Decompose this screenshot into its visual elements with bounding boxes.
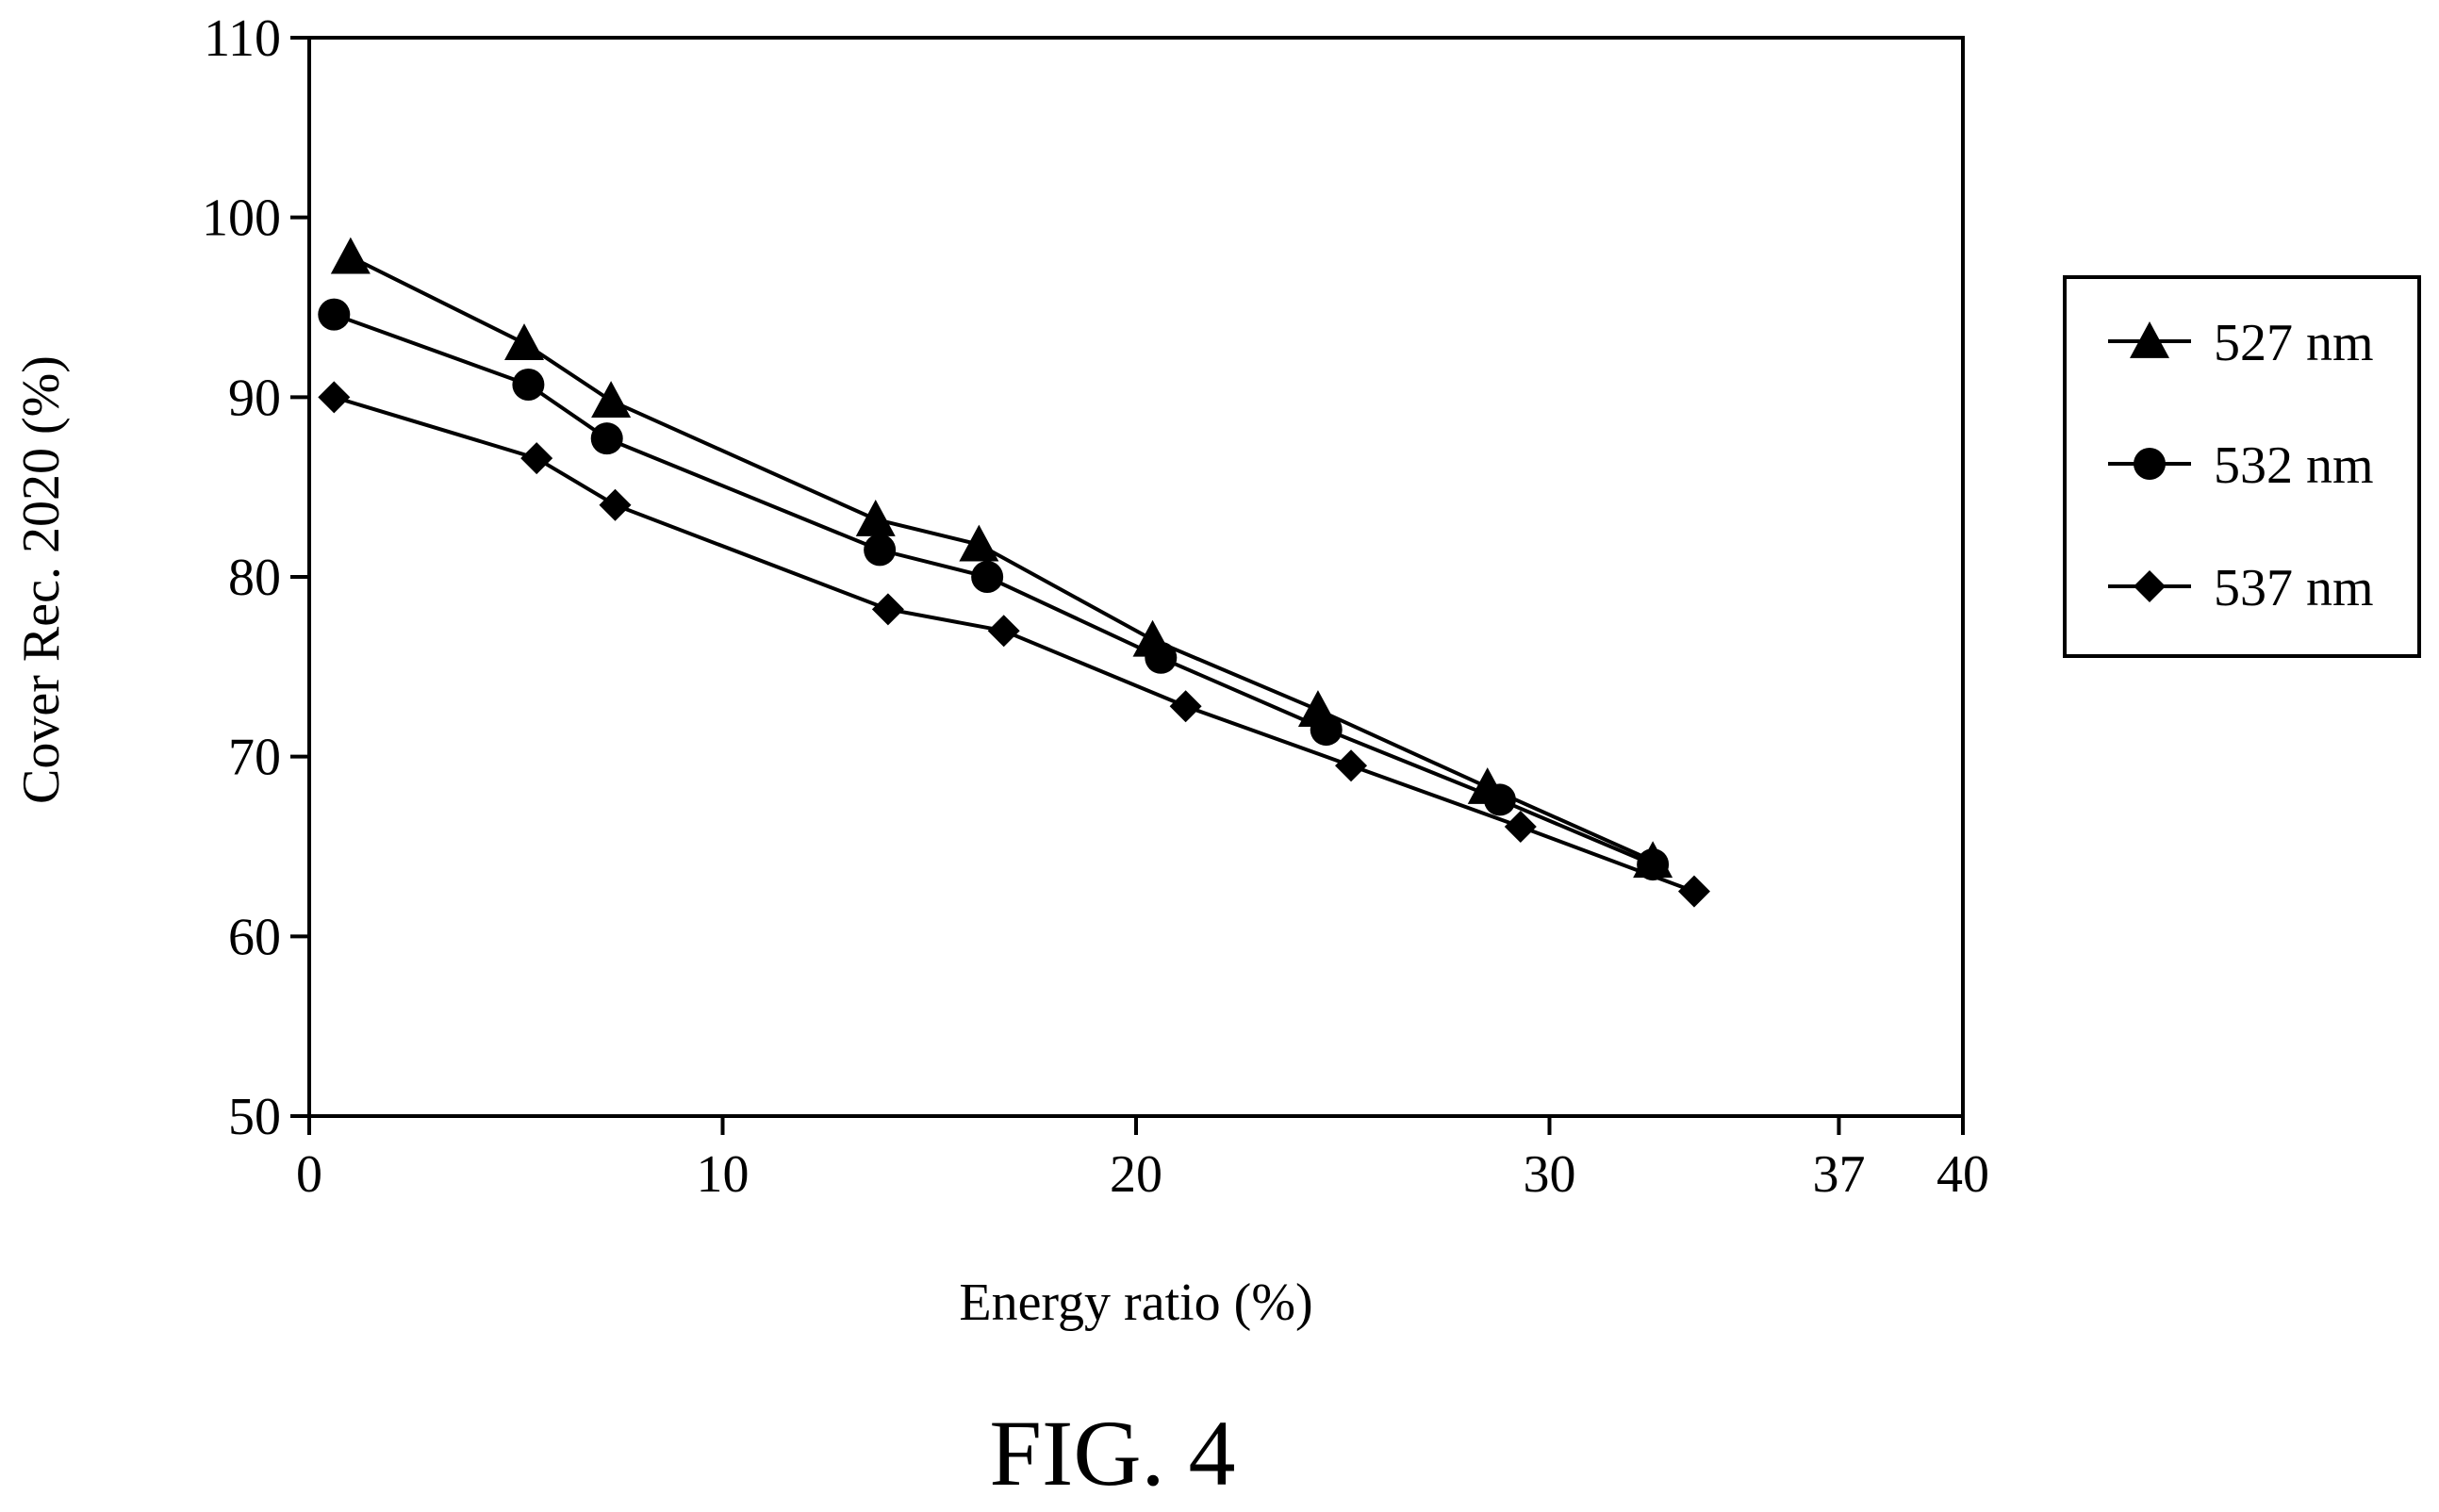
y-tick-label: 110 <box>204 9 281 68</box>
diamond-marker <box>1677 875 1710 908</box>
triangle-marker <box>959 524 999 562</box>
series-line <box>349 255 1654 863</box>
y-tick-label: 90 <box>228 369 281 427</box>
y-tick-label: 60 <box>228 908 281 966</box>
series-circle <box>318 298 1670 881</box>
diamond-marker <box>599 488 632 521</box>
legend-label: 527 nm <box>2214 314 2374 372</box>
series-triangle <box>330 237 1673 879</box>
diamond-marker <box>1169 690 1202 723</box>
legend-item: 532 nm <box>2108 436 2374 495</box>
triangle-marker <box>855 499 896 536</box>
plot-frame <box>307 36 1965 1118</box>
circle-marker <box>1310 714 1343 747</box>
legend-label: 532 nm <box>2214 436 2374 495</box>
circle-marker <box>971 561 1004 593</box>
x-tick-label: 20 <box>1110 1145 1162 1204</box>
legend-item: 537 nm <box>2108 559 2374 617</box>
y-tick-label: 100 <box>202 189 281 248</box>
series-layer <box>318 237 1710 908</box>
y-axis: 50 60 70 80 90 100 110 <box>202 9 309 1146</box>
diamond-marker <box>871 593 904 626</box>
triangle-marker <box>591 381 632 418</box>
y-tick-label: 80 <box>228 549 281 607</box>
circle-marker <box>864 534 897 567</box>
x-tick-label: 37 <box>1812 1145 1865 1204</box>
circle-marker <box>590 422 623 455</box>
x-axis: 0 10 20 30 37 40 <box>296 1116 1989 1204</box>
legend-item: 527 nm <box>2108 314 2374 372</box>
plot-area <box>307 36 1965 1118</box>
legend-label: 537 nm <box>2214 559 2374 617</box>
triangle-marker <box>330 237 371 274</box>
diamond-marker <box>987 615 1020 648</box>
circle-marker <box>1145 641 1178 674</box>
legend-circle-marker <box>2134 448 2166 480</box>
diamond-marker <box>1504 811 1537 844</box>
x-tick-label: 0 <box>296 1145 322 1204</box>
x-tick-label: 30 <box>1524 1145 1576 1204</box>
circle-marker <box>1483 783 1516 816</box>
triangle-marker <box>504 323 545 360</box>
figure-caption: FIG. 4 <box>989 1401 1235 1505</box>
diamond-marker <box>1335 749 1368 782</box>
circle-marker <box>512 368 545 401</box>
x-axis-title: Energy ratio (%) <box>959 1274 1312 1332</box>
y-tick-label: 70 <box>228 729 281 787</box>
x-tick-label: 40 <box>1936 1145 1989 1204</box>
legend-triangle-marker <box>2130 321 2169 358</box>
x-tick-label: 10 <box>697 1145 750 1204</box>
y-tick-label: 50 <box>228 1088 281 1146</box>
diamond-marker <box>520 442 553 475</box>
series-diamond <box>318 381 1710 908</box>
diamond-marker <box>318 381 351 414</box>
circle-marker <box>318 298 351 331</box>
legend: 527 nm 532 nm 537 nm <box>2063 275 2421 658</box>
legend-diamond-marker <box>2134 570 2166 602</box>
y-axis-title: Cover Rec. 2020 (%) <box>12 355 71 804</box>
